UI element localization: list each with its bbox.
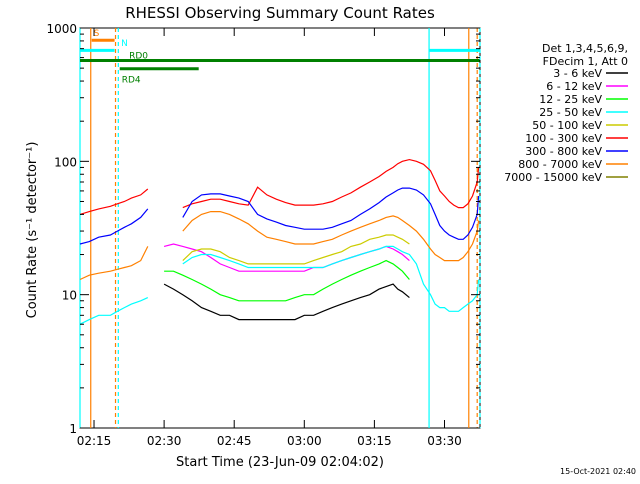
x-tick-label-0: 02:15 (77, 434, 112, 448)
legend: Det 1,3,4,5,6,9,FDecim 1, Att 03 - 6 keV… (504, 42, 628, 184)
series-line-0 (163, 283, 410, 321)
legend-label-2: 12 - 25 keV (539, 93, 602, 106)
series-line-4 (182, 234, 410, 265)
vertical-lines (79, 28, 481, 428)
plot-frame (79, 27, 481, 429)
series-line-3 (79, 245, 480, 325)
flag-label-0: S (94, 29, 100, 39)
series-line-5 (79, 158, 480, 215)
footer-date: 15-Oct-2021 02:40 (560, 467, 636, 476)
x-tick-label-5: 03:30 (427, 434, 462, 448)
series-line-2 (164, 259, 410, 302)
chart-title: RHESSI Observing Summary Count Rates (125, 4, 435, 22)
y-axis-label: Count Rate (s⁻¹ detector⁻¹) (25, 142, 40, 319)
legend-label-8: 7000 - 15000 keV (504, 171, 602, 184)
legend-header-1: FDecim 1, Att 0 (543, 55, 628, 68)
x-axis: 02:15 02:30 02:45 03:00 03:15 03:30 (77, 28, 462, 448)
series-line-7 (79, 211, 480, 281)
y-axis: 1 10 100 1000 (46, 22, 480, 436)
x-axis-label: Start Time (23-Jun-09 02:04:02) (176, 455, 384, 470)
series-layer (79, 158, 480, 325)
legend-label-6: 300 - 800 keV (525, 145, 602, 158)
x-tick-label-2: 02:45 (217, 434, 252, 448)
legend-header-0: Det 1,3,4,5,6,9, (542, 42, 628, 55)
legend-label-4: 50 - 100 keV (532, 119, 602, 132)
legend-label-7: 800 - 7000 keV (518, 158, 602, 171)
x-tick-label-4: 03:15 (357, 434, 392, 448)
legend-label-1: 6 - 12 keV (546, 80, 602, 93)
flag-text-1: RD0 (129, 52, 148, 62)
legend-label-3: 25 - 50 keV (539, 106, 602, 119)
legend-label-0: 3 - 6 keV (553, 67, 602, 80)
series-line-6 (79, 187, 480, 245)
flag-text-0: N (121, 39, 128, 49)
y-tick-label-1: 10 (62, 289, 77, 303)
y-tick-label-0: 1 (69, 422, 77, 436)
x-tick-label-1: 02:30 (147, 434, 182, 448)
legend-label-5: 100 - 300 keV (525, 132, 602, 145)
y-tick-label-2: 100 (54, 155, 77, 169)
flag-label-4: RD4 (122, 76, 141, 86)
y-tick-label-3: 1000 (46, 22, 77, 36)
x-tick-label-3: 03:00 (287, 434, 322, 448)
